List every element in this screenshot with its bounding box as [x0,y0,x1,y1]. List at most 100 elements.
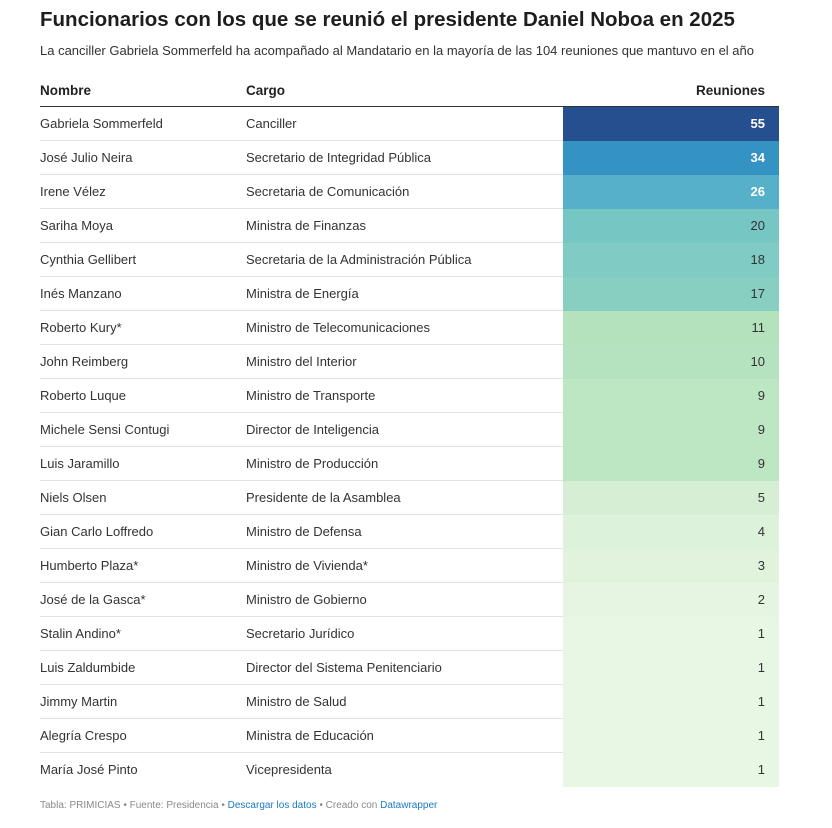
value-cell: 5 [563,481,779,515]
value-cell: 1 [563,651,779,685]
value-label: 4 [757,524,765,539]
row-divider [40,514,563,515]
value-label: 26 [750,184,765,199]
row-divider [40,582,563,583]
table-row: Michele Sensi Contugi Director de Intelig… [0,413,832,447]
header-divider [40,106,779,107]
value-cell: 4 [563,515,779,549]
footer-source: Tabla: PRIMICIAS • Fuente: Presidencia • [40,800,228,811]
row-cargo: Canciller [246,116,297,131]
row-name: Cynthia Gellibert [40,252,137,267]
row-name: José Julio Neira [40,150,133,165]
row-cargo: Ministra de Finanzas [246,218,366,233]
table-row: Stalin Andino* Secretario Jurídico 1 [0,617,832,651]
chart-subtitle: La canciller Gabriela Sommerfeld ha acom… [40,43,754,58]
value-label: 9 [757,422,765,437]
table-row: Irene Vélez Secretaria de Comunicación 26 [0,175,832,209]
row-divider [40,174,563,175]
table-row: Cynthia Gellibert Secretaria de la Admini… [0,243,832,277]
table-row: Sariha Moya Ministra de Finanzas 20 [0,209,832,243]
row-divider [40,446,563,447]
table-row: Gian Carlo Loffredo Ministro de Defensa 4 [0,515,832,549]
row-cargo: Ministro del Interior [246,354,357,369]
row-divider [40,684,563,685]
row-cargo: Ministro de Defensa [246,524,362,539]
row-name: Luis Jaramillo [40,456,120,471]
value-label: 2 [757,592,765,607]
row-name: Inés Manzano [40,286,122,301]
table-row: Luis Jaramillo Ministro de Producción 9 [0,447,832,481]
row-cargo: Secretaria de Comunicación [246,184,410,199]
row-name: John Reimberg [40,354,129,369]
table-row: Roberto Kury* Ministro de Telecomunicacio… [0,311,832,345]
row-cargo: Ministro de Salud [246,694,347,709]
value-label: 3 [757,558,765,573]
row-name: Jimmy Martin [40,694,118,709]
row-divider [40,752,563,753]
row-name: Michele Sensi Contugi [40,422,170,437]
column-header-name: Nombre [40,83,92,98]
value-cell: 55 [563,107,779,141]
table-row: Luis Zaldumbide Director del Sistema Peni… [0,651,832,685]
table-row: Jimmy Martin Ministro de Salud 1 [0,685,832,719]
value-label: 1 [757,694,765,709]
row-cargo: Director de Inteligencia [246,422,379,437]
column-header-reuniones: Reuniones [695,83,765,98]
download-data-link[interactable]: Descargar los datos [227,800,317,811]
value-label: 1 [757,728,765,743]
value-label: 20 [750,218,765,233]
footer: Tabla: PRIMICIAS • Fuente: Presidencia •… [40,800,437,811]
value-cell: 2 [563,583,779,617]
row-divider [40,718,563,719]
row-divider [40,276,563,277]
value-cell: 1 [563,719,779,753]
table-row: Alegría Crespo Ministra de Educación 1 [0,719,832,753]
value-label: 9 [757,456,765,471]
row-name: Roberto Luque [40,388,127,403]
row-cargo: Presidente de la Asamblea [246,490,401,505]
value-cell: 3 [563,549,779,583]
value-label: 34 [750,150,765,165]
row-cargo: Ministro de Gobierno [246,592,367,607]
row-cargo: Director del Sistema Penitenciario [246,660,442,675]
value-cell: 34 [563,141,779,175]
table-row: José de la Gasca* Ministro de Gobierno 2 [0,583,832,617]
row-name: Niels Olsen [40,490,107,505]
value-cell: 20 [563,209,779,243]
footer-created: • Creado con [316,800,381,811]
row-divider [40,480,563,481]
row-divider [40,378,563,379]
row-divider [40,310,563,311]
datawrapper-link[interactable]: Datawrapper [380,800,438,811]
value-label: 55 [750,116,765,131]
value-label: 1 [757,626,765,641]
value-cell: 18 [563,243,779,277]
row-cargo: Secretario Jurídico [246,626,355,641]
row-name: Irene Vélez [40,184,106,199]
row-name: Luis Zaldumbide [40,660,136,675]
value-label: 17 [750,286,765,301]
value-cell: 9 [563,447,779,481]
value-cell: 9 [563,413,779,447]
value-cell: 1 [563,753,779,787]
value-cell: 26 [563,175,779,209]
row-name: Alegría Crespo [40,728,127,743]
value-label: 1 [757,762,765,777]
row-name: Sariha Moya [40,218,113,233]
row-divider [40,650,563,651]
table-row: Niels Olsen Presidente de la Asamblea 5 [0,481,832,515]
row-cargo: Ministro de Vivienda* [246,558,368,573]
value-label: 10 [750,354,765,369]
value-cell: 1 [563,685,779,719]
value-cell: 1 [563,617,779,651]
table-row: Inés Manzano Ministra de Energía 17 [0,277,832,311]
row-name: Roberto Kury* [40,320,122,335]
value-cell: 10 [563,345,779,379]
row-divider [40,242,563,243]
table-row: José Julio Neira Secretario de Integridad… [0,141,832,175]
value-label: 11 [751,320,766,335]
value-label: 1 [757,660,765,675]
row-cargo: Ministra de Energía [246,286,359,301]
row-name: María José Pinto [40,762,138,777]
